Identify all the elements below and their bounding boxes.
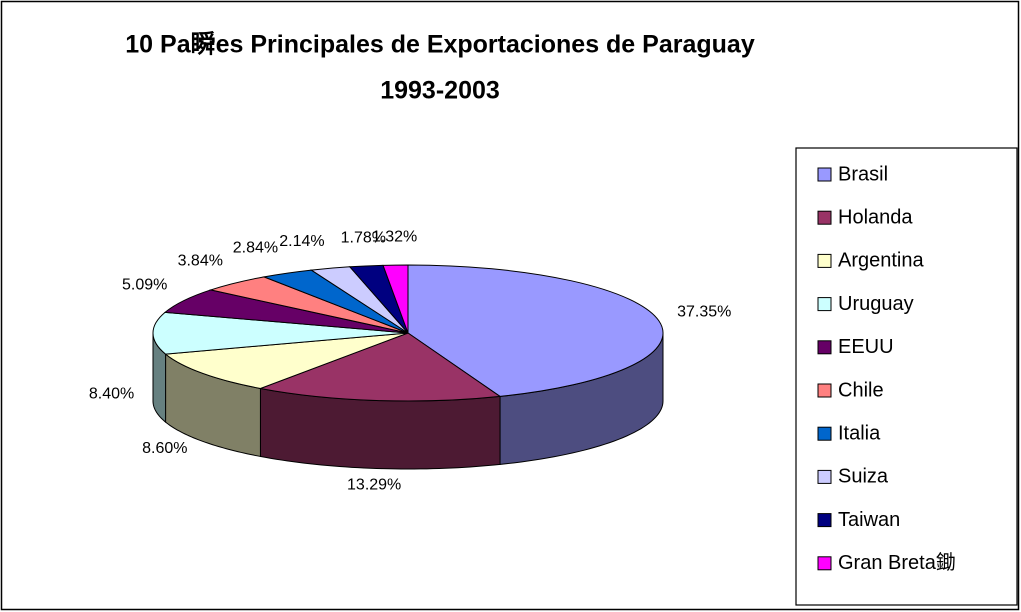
- data-label: 2.14%: [279, 233, 324, 250]
- legend-label: Brasil: [838, 163, 888, 185]
- data-label: 5.09%: [122, 276, 167, 293]
- legend-label: Holanda: [838, 206, 913, 228]
- chart-title: 10 Pa瞬es Principales de Exportaciones de…: [125, 31, 755, 59]
- legend-swatch: [817, 210, 832, 225]
- data-label: 1.78%: [341, 230, 386, 247]
- slice: [164, 332, 409, 389]
- legend-label: Chile: [838, 379, 884, 401]
- legend-label: Uruguay: [838, 293, 914, 315]
- legend-label: Suiza: [838, 466, 889, 488]
- legend-swatch: [817, 167, 832, 182]
- slice: [152, 311, 409, 355]
- data-label: 3.84%: [178, 253, 223, 270]
- legend-swatch: [817, 469, 832, 484]
- slice: [407, 264, 664, 397]
- legend-label: Taiwan: [838, 509, 900, 531]
- legend-box: [795, 147, 1018, 606]
- data-label: 8.40%: [89, 386, 134, 403]
- legend-swatch: [817, 426, 832, 441]
- legend-label: Gran Breta鋤: [838, 551, 956, 574]
- legend-swatch: [817, 513, 832, 528]
- data-label: 1.32%: [372, 229, 417, 246]
- legend-swatch: [817, 383, 832, 398]
- data-label: 37.35%: [677, 303, 731, 320]
- slice: [258, 332, 502, 402]
- chart-subtitle: 1993-2003: [380, 77, 500, 105]
- data-label: 2.84%: [233, 239, 278, 256]
- legend-label: Italia: [838, 422, 881, 444]
- data-label: 13.29%: [347, 477, 401, 494]
- legend-swatch: [817, 556, 832, 571]
- legend-swatch: [817, 297, 832, 312]
- legend-swatch: [817, 253, 832, 268]
- legend-swatch: [817, 340, 832, 355]
- data-label: 8.60%: [142, 440, 187, 457]
- legend-label: Argentina: [838, 250, 924, 272]
- legend-label: EEUU: [838, 336, 894, 358]
- slice: [382, 264, 409, 334]
